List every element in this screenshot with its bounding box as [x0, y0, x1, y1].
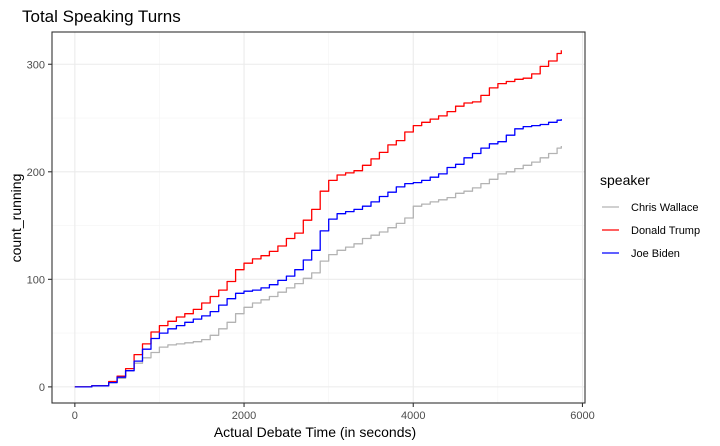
y-tick-label: 0	[39, 382, 45, 394]
legend-title: speaker	[600, 172, 650, 188]
legend-label-donald-trump: Donald Trump	[631, 225, 700, 237]
y-axis-title: count_running	[8, 174, 24, 263]
plot-background	[52, 32, 585, 403]
plot-panel-border	[51, 31, 586, 404]
y-tick-label: 200	[27, 167, 45, 179]
series-line-chris-wallace	[74, 146, 562, 388]
legend-label-chris-wallace: Chris Wallace	[631, 202, 698, 214]
x-tick-label: 0	[72, 410, 78, 422]
legend-label-joe-biden: Joe Biden	[631, 248, 680, 260]
legend: speaker Chris Wallace Donald Trump Joe Bid…	[600, 172, 700, 260]
x-tick-label: 6000	[570, 410, 594, 422]
y-tick-label: 300	[27, 59, 45, 71]
x-tick-label: 4000	[401, 410, 425, 422]
series-lines	[74, 50, 562, 388]
series-line-donald-trump	[74, 50, 562, 388]
x-axis: 0 2000 4000 6000	[72, 403, 595, 422]
series-line-joe-biden	[74, 119, 562, 388]
x-axis-title: Actual Debate Time (in seconds)	[214, 424, 416, 440]
x-tick-label: 2000	[232, 410, 256, 422]
y-tick-label: 100	[27, 274, 45, 286]
chart-title: Total Speaking Turns	[22, 7, 181, 26]
plot-panel	[52, 32, 585, 403]
y-axis: 0 100 200 300	[27, 59, 52, 394]
grid-lines	[52, 32, 585, 403]
